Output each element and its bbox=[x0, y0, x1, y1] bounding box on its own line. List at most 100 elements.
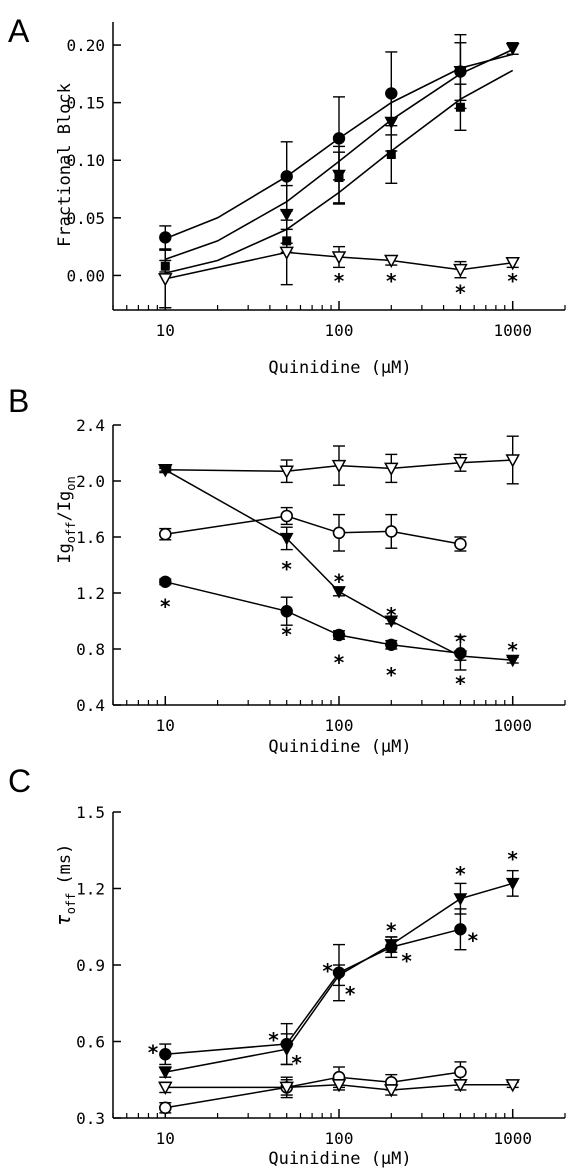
panel-b-data-point bbox=[385, 638, 398, 651]
panel-a-data-point bbox=[334, 173, 344, 183]
panel-b-asterisk: * bbox=[281, 623, 293, 647]
panel-c-asterisk: * bbox=[147, 1041, 159, 1065]
panel-c-x-tick-label: 100 bbox=[325, 1129, 354, 1148]
panel-a-y-axis-label: Fractional Block bbox=[55, 83, 75, 247]
panel-b-x-tick-label: 100 bbox=[325, 716, 354, 735]
panel-a-data-point bbox=[455, 102, 465, 112]
panel-c-series-line bbox=[165, 928, 461, 1056]
panel-c-data-point bbox=[505, 877, 520, 891]
panel-c-asterisk: * bbox=[344, 982, 356, 1006]
panel-b-data-point bbox=[280, 605, 293, 618]
panel-b-plot: 0.4 0.8 1.2 1.6 2.0 2.4 10 100 1000 * * * * * * * * * * bbox=[76, 416, 566, 735]
panel-c-data-point bbox=[384, 939, 399, 952]
panel-c-asterisk: * bbox=[268, 1028, 280, 1052]
panel-c-y-tick-label: 1.5 bbox=[76, 803, 105, 822]
panel-b-x-axis-label: Quinidine (μM) bbox=[268, 737, 411, 757]
panel-b-asterisk: * bbox=[281, 557, 293, 581]
panel-c-asterisk: * bbox=[467, 929, 479, 953]
panel-b-x-tick-label: 1000 bbox=[493, 716, 532, 735]
panel-c-series-line bbox=[165, 1084, 513, 1091]
panel-c-plot: 0.30.60.91.21.510 100 1000********** bbox=[76, 803, 566, 1148]
panel-c-series-line bbox=[165, 882, 513, 1073]
panel-b-asterisk: * bbox=[385, 603, 397, 627]
panel-b-letter: B bbox=[8, 383, 29, 419]
panel-c-data-point bbox=[279, 1081, 294, 1095]
panel-a-x-tick-label: 1000 bbox=[493, 321, 532, 340]
panel-c-asterisk: * bbox=[507, 847, 519, 871]
panel-c-ylabel-unit: (ms) bbox=[55, 844, 75, 885]
panel-a-data-point bbox=[384, 254, 399, 269]
panel-a-x-tick-label: 10 bbox=[156, 321, 175, 340]
panel-a-asterisk: * bbox=[385, 269, 397, 293]
panel-b-asterisk: * bbox=[159, 595, 171, 619]
panel-c-series-line bbox=[165, 1071, 461, 1109]
panel-a-data-point bbox=[159, 231, 172, 244]
panel-a-data-point bbox=[384, 116, 399, 130]
panel-c-data-point bbox=[158, 1066, 173, 1080]
panel-b-data-point bbox=[159, 575, 172, 588]
panel-a-data-point bbox=[158, 273, 173, 287]
panel-b-data-point bbox=[280, 509, 294, 523]
panel-c-y-tick-label: 0.9 bbox=[76, 956, 105, 975]
panel-b-asterisk: * bbox=[507, 638, 519, 662]
panel-b-ylabel-slash: /Ig bbox=[55, 491, 75, 522]
panel-b-data-point bbox=[158, 464, 173, 477]
panel-c-data-point bbox=[279, 1043, 294, 1057]
panel-a-asterisk: * bbox=[333, 269, 345, 293]
panel-b-data-point bbox=[384, 615, 399, 629]
panel-b-series-line bbox=[165, 459, 513, 472]
panel-a-y-tick-label: 0.10 bbox=[66, 151, 105, 170]
panel-c-y-tick-label: 0.6 bbox=[76, 1033, 105, 1052]
panel-c-asterisk: * bbox=[385, 918, 397, 942]
panel-c-data-point bbox=[158, 1081, 173, 1095]
panel-b-y-tick-label: 0.8 bbox=[76, 640, 105, 659]
panel-b-series-line bbox=[165, 515, 461, 545]
panel-a-data-point bbox=[453, 263, 468, 278]
panel-a-x-axis-label: Quinidine (μM) bbox=[268, 358, 411, 378]
panel-b-data-point bbox=[331, 459, 347, 474]
panel-c-ylabel-sub: off bbox=[64, 893, 78, 915]
panel-a-plot: 0.00 0.05 0.10 0.15 0.20 10 100 1000 * * * * bbox=[66, 22, 566, 340]
panel-b-data-point bbox=[279, 532, 294, 546]
panel-c-y-axis-label: τoff (ms) bbox=[51, 844, 78, 927]
panel-c-data-point bbox=[331, 1079, 347, 1093]
panel-a-series-line bbox=[165, 251, 513, 280]
panel-a-data-point bbox=[505, 42, 520, 56]
panel-a-y-tick-label: 0.00 bbox=[66, 266, 105, 285]
panel-b-y-tick-label: 0.4 bbox=[76, 696, 105, 715]
panel-c-letter: C bbox=[8, 763, 31, 799]
panel-a-asterisk: * bbox=[507, 269, 519, 293]
panel-b-y-axis-label: Igoff/Igon bbox=[55, 476, 78, 563]
panel-c-data-point bbox=[454, 1065, 467, 1079]
panel-a-data-point bbox=[332, 132, 346, 145]
panel-b: B Igoff/Igon Quinidine (μM) 0.4 0.8 1.2 1.6… bbox=[8, 383, 566, 757]
panel-c-data-point bbox=[505, 1079, 520, 1093]
panel-c-data-point bbox=[332, 969, 346, 983]
panel-c-data-point bbox=[384, 1084, 399, 1098]
panel-b-data-point bbox=[505, 454, 520, 468]
panel-b-y-tick-label: 2.4 bbox=[76, 416, 105, 435]
panel-c-data-point bbox=[158, 1101, 172, 1115]
panel-b-y-tick-label: 1.6 bbox=[76, 528, 105, 547]
panel-b-x-tick-label: 10 bbox=[156, 716, 175, 735]
panel-b-data-point bbox=[332, 628, 346, 642]
panel-c-data-point bbox=[453, 893, 468, 906]
panel-a-x-tick-label: 100 bbox=[325, 321, 354, 340]
panel-a-data-point bbox=[386, 149, 396, 159]
panel-a-data-point bbox=[453, 66, 468, 79]
panel-b-data-point bbox=[454, 537, 467, 551]
panel-a-y-tick-label: 0.20 bbox=[66, 36, 105, 55]
panel-c-data-point bbox=[453, 1079, 468, 1093]
panel-b-data-point bbox=[384, 525, 398, 538]
panel-c-x-tick-label: 10 bbox=[156, 1129, 175, 1148]
panel-c-x-axis-label: Quinidine (μM) bbox=[268, 1149, 411, 1169]
panel-c-asterisk: * bbox=[454, 862, 466, 886]
panel-a-asterisk: * bbox=[454, 281, 466, 305]
panel-b-asterisk: * bbox=[454, 630, 466, 654]
panel-a-y-tick-label: 0.15 bbox=[66, 94, 105, 113]
panel-c-x-tick-label: 1000 bbox=[493, 1129, 532, 1148]
panel-b-asterisk: * bbox=[333, 651, 345, 675]
panel-c-y-tick-label: 0.3 bbox=[76, 1109, 105, 1128]
panel-b-data-point bbox=[332, 586, 346, 599]
